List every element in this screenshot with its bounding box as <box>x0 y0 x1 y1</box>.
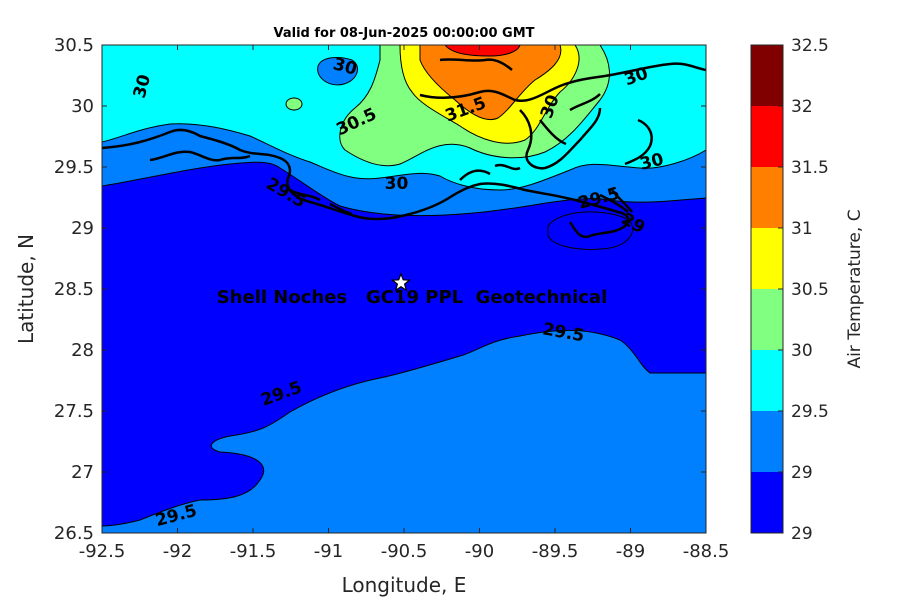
x-axis-label: Longitude, E <box>342 573 467 597</box>
temp-band-32-32.5 <box>444 45 521 57</box>
colorbar: 32.5 32 31.5 31 30.5 30 29.5 29 29 <box>750 36 829 544</box>
temp-band-30.5-blob <box>285 97 303 111</box>
x-tick-label: -91.5 <box>230 541 277 562</box>
y-tick-label: 29.5 <box>54 157 94 178</box>
x-tick-label: -88.5 <box>683 541 730 562</box>
colorbar-swatch <box>751 45 783 106</box>
colorbar-level-label: 29 <box>791 524 813 544</box>
colorbar-level-label: 32 <box>791 97 813 117</box>
x-tick-label: -90.5 <box>381 541 428 562</box>
colorbar-swatch <box>751 472 783 533</box>
colorbar-swatch <box>751 350 783 411</box>
y-tick-label: 30.5 <box>54 35 94 56</box>
y-tick-label: 27 <box>71 462 94 483</box>
colorbar-label: Air Temperature, C <box>845 209 865 368</box>
colorbar-swatch <box>751 411 783 472</box>
colorbar-level-label: 32.5 <box>791 36 829 56</box>
colorbar-level-label: 31.5 <box>791 158 829 178</box>
colorbar-swatch <box>751 289 783 350</box>
colorbar-level-label: 29 <box>791 463 813 483</box>
coastline <box>102 58 706 239</box>
colorbar-level-label: 30 <box>791 341 813 361</box>
star-icon <box>390 272 412 292</box>
site-label: Shell Noches GC19 PPL Geotechnical <box>217 287 608 308</box>
y-axis-ticks: 30.5 30 29.5 29 28.5 28 27.5 27 26.5 <box>54 35 706 544</box>
temp-band-29.5-blob <box>317 57 359 86</box>
temp-band-29-29.5 <box>102 161 706 527</box>
contour-label: 30 <box>385 174 409 194</box>
x-tick-label: -91 <box>314 541 343 562</box>
colorbar-swatch <box>751 167 783 228</box>
y-tick-label: 29 <box>71 218 94 239</box>
y-axis-label: Latitude, N <box>14 234 38 344</box>
x-axis-ticks: -92.5 -92 -91.5 -91 -90.5 -90 -89.5 -89 -88.5 <box>79 45 730 562</box>
y-tick-label: 28.5 <box>54 279 94 300</box>
y-tick-label: 26.5 <box>54 523 94 544</box>
colorbar-swatch <box>751 228 783 289</box>
temp-band-31.5-32 <box>419 45 562 120</box>
y-tick-label: 30 <box>71 96 94 117</box>
colorbar-level-label: 31 <box>791 219 813 239</box>
temp-band-29-patch <box>547 211 634 250</box>
x-tick-label: -89 <box>616 541 645 562</box>
colorbar-level-label: 29.5 <box>791 402 829 422</box>
x-tick-label: -92.5 <box>79 541 126 562</box>
x-tick-label: -92 <box>163 541 192 562</box>
x-tick-label: -89.5 <box>532 541 579 562</box>
colorbar-level-label: 30.5 <box>791 280 829 300</box>
y-tick-label: 28 <box>71 340 94 361</box>
y-tick-label: 27.5 <box>54 401 94 422</box>
x-tick-label: -90 <box>465 541 494 562</box>
colorbar-swatch <box>751 106 783 167</box>
map-title: Valid for 08-Jun-2025 00:00:00 GMT <box>274 26 535 41</box>
